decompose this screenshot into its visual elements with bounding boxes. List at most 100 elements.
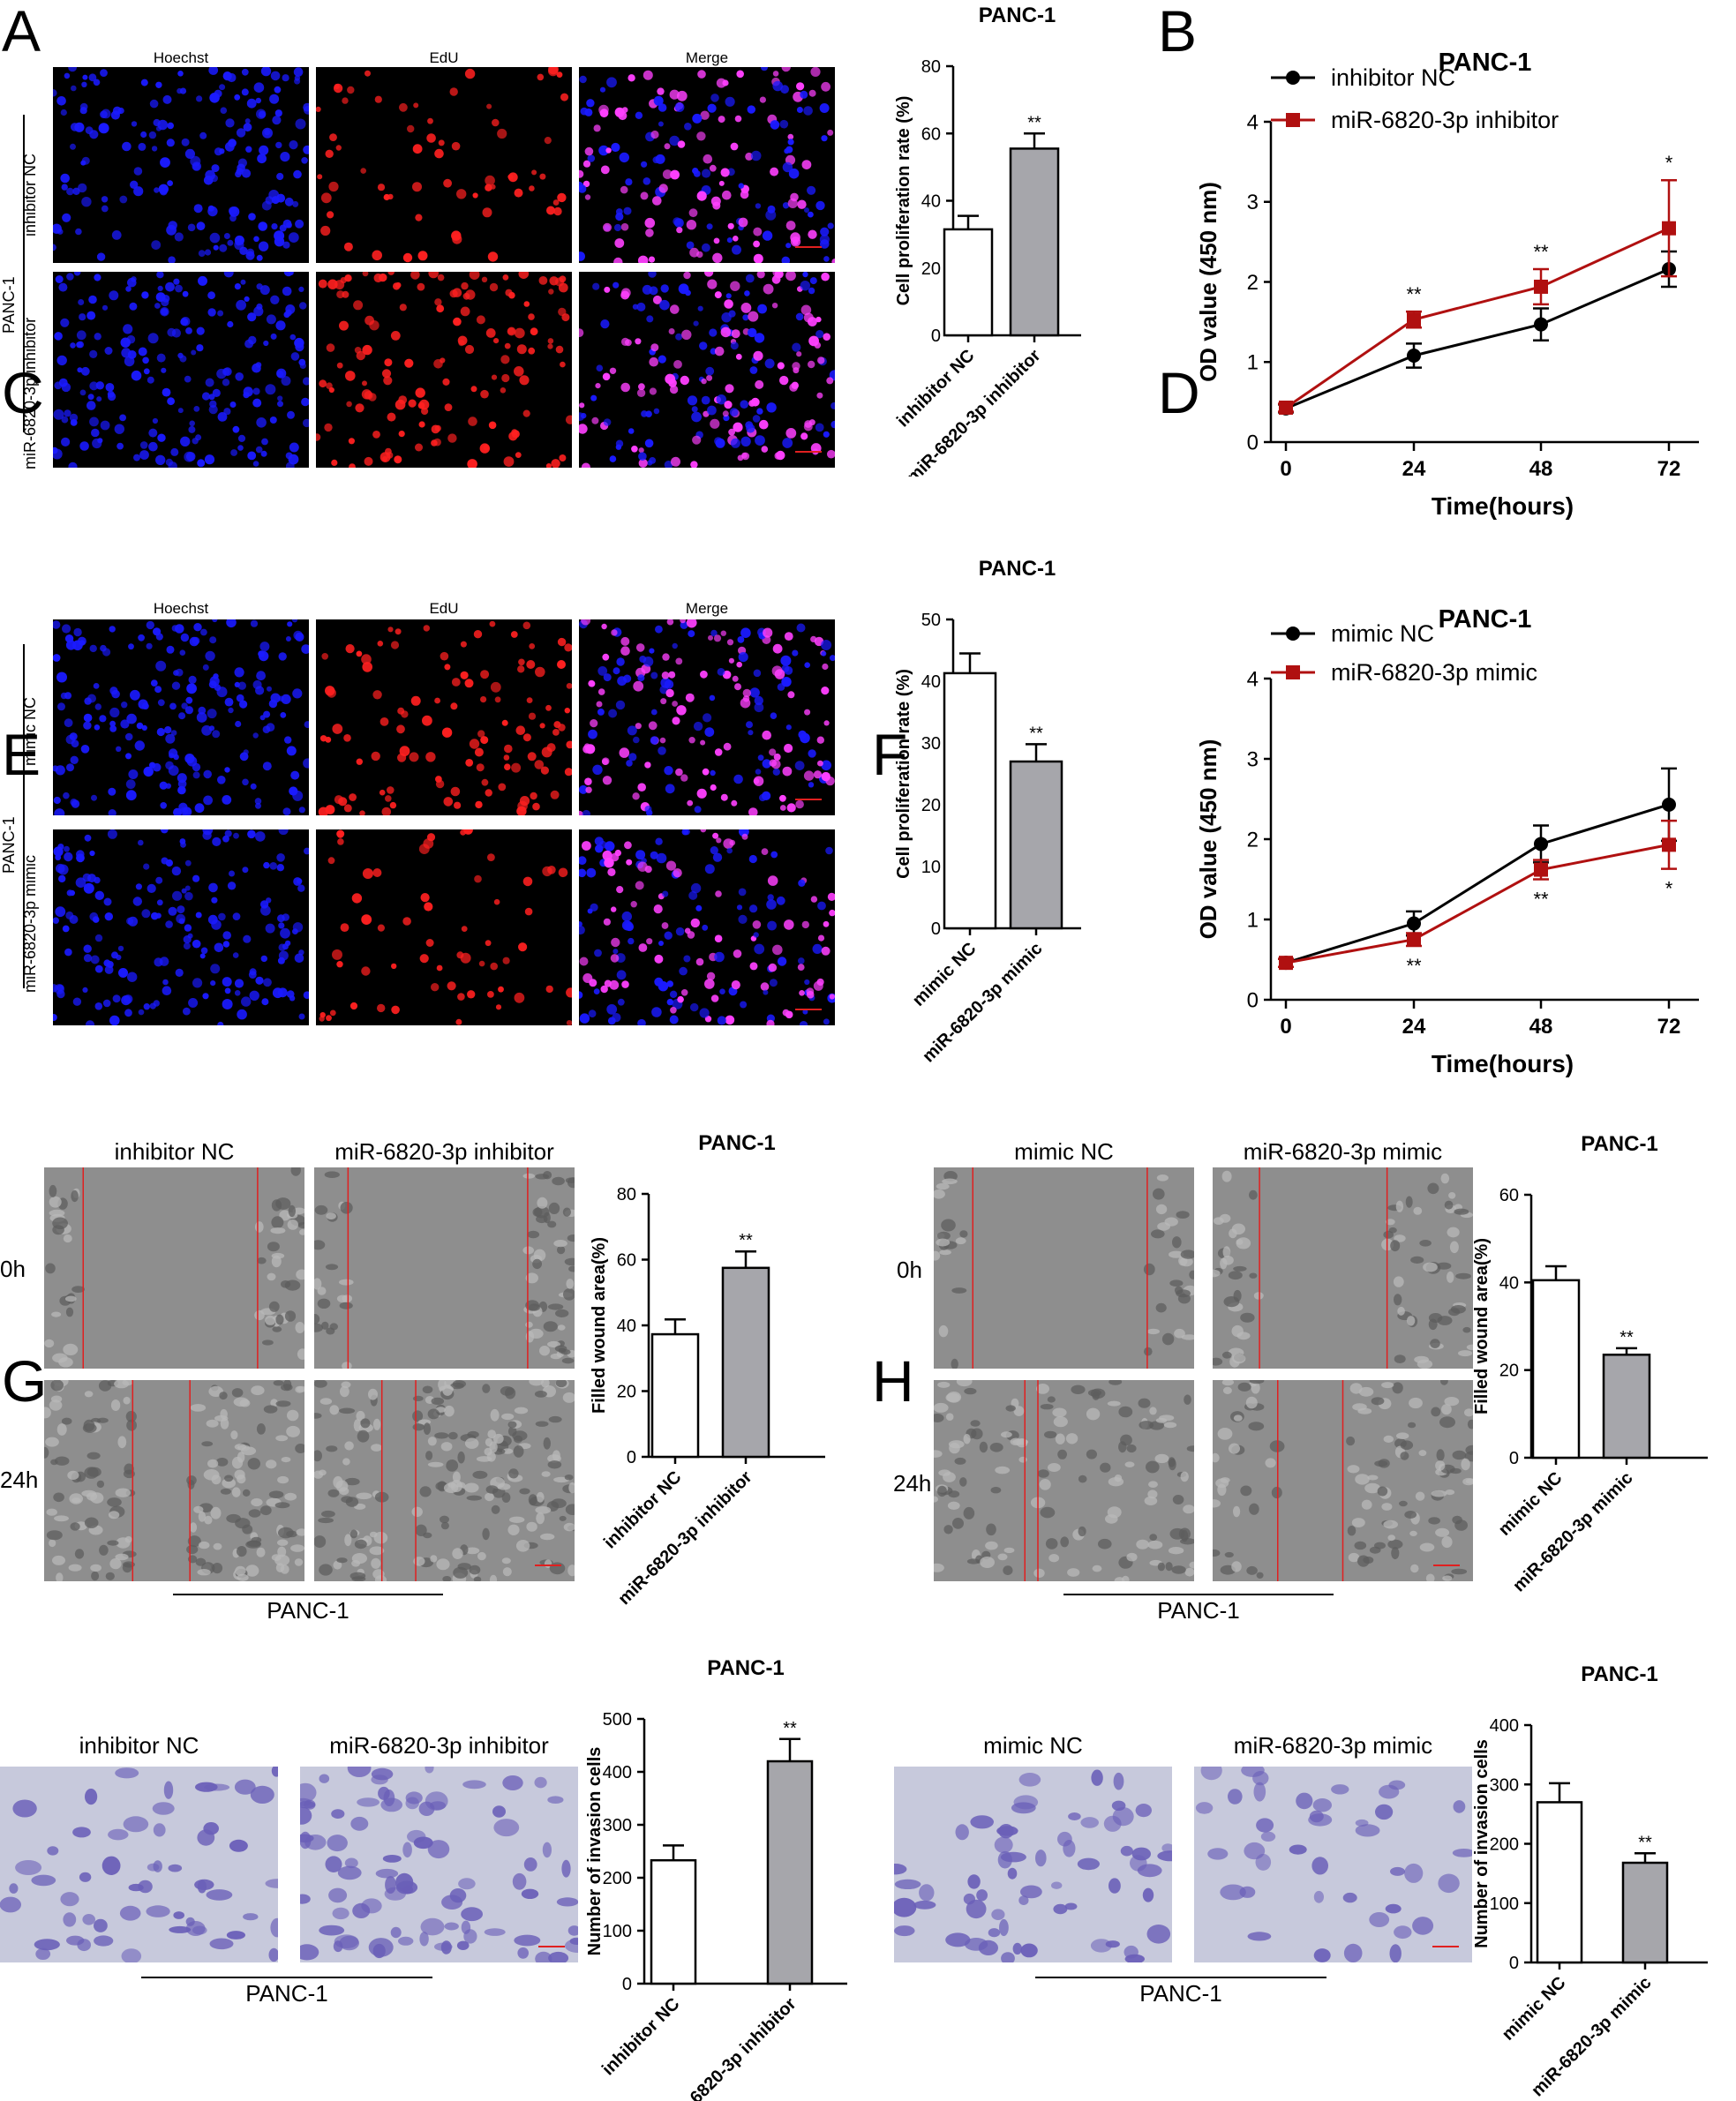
cell-nucleus bbox=[83, 954, 93, 963]
y-axis-label: Number of invasion cells bbox=[1472, 1739, 1492, 1948]
cell-nucleus bbox=[665, 784, 675, 794]
cell bbox=[448, 1431, 458, 1440]
cell-nucleus bbox=[637, 783, 646, 792]
cell-nucleus bbox=[395, 281, 402, 289]
cell-nucleus bbox=[207, 709, 217, 719]
cell-nucleus bbox=[534, 760, 545, 769]
cell-nucleus bbox=[461, 281, 469, 290]
cell bbox=[472, 1470, 488, 1479]
cell-nucleus bbox=[282, 286, 292, 296]
cell-nucleus bbox=[772, 71, 779, 77]
y-tick-label: 80 bbox=[617, 1185, 636, 1204]
cell-nucleus bbox=[282, 241, 290, 249]
cell bbox=[1249, 1380, 1265, 1384]
cell-nucleus bbox=[294, 953, 304, 964]
cell-nucleus bbox=[214, 942, 224, 953]
cell-nucleus bbox=[441, 727, 453, 738]
y-tick-label: 40 bbox=[1499, 1273, 1519, 1293]
cell bbox=[1378, 1459, 1390, 1468]
cell-nucleus bbox=[603, 918, 611, 926]
cell bbox=[452, 1380, 466, 1388]
cell-nucleus bbox=[821, 640, 832, 650]
y-tick-label: 4 bbox=[1247, 667, 1259, 691]
cell-nucleus bbox=[766, 899, 777, 910]
cell-nucleus bbox=[787, 133, 794, 140]
cell-nucleus bbox=[255, 831, 266, 842]
cell bbox=[1236, 1239, 1244, 1245]
cell-nucleus bbox=[656, 852, 667, 864]
cell-nucleus bbox=[579, 991, 583, 999]
cell-nucleus bbox=[760, 982, 770, 991]
cell-nucleus bbox=[298, 949, 304, 956]
cell-nucleus bbox=[793, 239, 799, 245]
cell bbox=[369, 1546, 385, 1556]
cell-nucleus bbox=[132, 897, 142, 906]
cell-nucleus bbox=[817, 760, 823, 767]
cell-nucleus bbox=[159, 781, 168, 790]
cell-nucleus bbox=[426, 833, 436, 842]
cell-nucleus bbox=[318, 279, 327, 289]
cell bbox=[63, 1234, 72, 1243]
cell-nucleus bbox=[545, 463, 552, 468]
cell-nucleus bbox=[97, 438, 103, 444]
invaded-cell bbox=[413, 1836, 433, 1850]
invaded-cell bbox=[1355, 1824, 1380, 1837]
cell bbox=[564, 1474, 574, 1481]
cell bbox=[284, 1492, 297, 1501]
cell bbox=[1215, 1478, 1229, 1488]
cell-nucleus bbox=[79, 313, 86, 321]
cell bbox=[259, 1505, 272, 1516]
cell-nucleus bbox=[442, 378, 450, 386]
cell-nucleus bbox=[638, 447, 644, 454]
invaded-cell bbox=[152, 1802, 175, 1815]
cell bbox=[353, 1419, 362, 1432]
cell bbox=[464, 1437, 479, 1449]
invaded-cell bbox=[405, 1797, 419, 1810]
significance-marker: * bbox=[1665, 152, 1673, 174]
cell-nucleus bbox=[191, 349, 197, 356]
cell bbox=[963, 1506, 975, 1519]
cell bbox=[514, 1407, 529, 1414]
cell-nucleus bbox=[659, 299, 670, 311]
cell bbox=[314, 1450, 322, 1462]
group-label-panc1: PANC-1 bbox=[0, 816, 18, 874]
cell bbox=[536, 1512, 545, 1525]
cell-nucleus bbox=[826, 377, 834, 385]
cell-nucleus bbox=[660, 698, 667, 705]
cell-nucleus bbox=[266, 314, 276, 325]
invaded-cell bbox=[1296, 1792, 1313, 1810]
cell bbox=[242, 1524, 253, 1534]
cell-nucleus bbox=[443, 178, 452, 188]
cell bbox=[1169, 1250, 1184, 1258]
cell-nucleus bbox=[598, 104, 609, 116]
cell-nucleus bbox=[658, 184, 668, 193]
cell-nucleus bbox=[792, 342, 801, 352]
cell-nucleus bbox=[119, 195, 128, 204]
cell-nucleus bbox=[182, 290, 189, 297]
invaded-cell bbox=[548, 1951, 569, 1962]
cell-nucleus bbox=[614, 238, 625, 248]
cell-nucleus bbox=[101, 196, 109, 203]
cell-nucleus bbox=[53, 654, 61, 662]
cell-nucleus bbox=[702, 169, 711, 178]
invaded-cell bbox=[514, 1934, 541, 1947]
cell bbox=[1413, 1206, 1423, 1215]
cell-nucleus bbox=[770, 851, 778, 859]
cell bbox=[466, 1495, 482, 1501]
cell-nucleus bbox=[731, 980, 740, 990]
cell bbox=[1176, 1289, 1191, 1298]
cell-nucleus bbox=[61, 184, 68, 191]
cell bbox=[326, 1212, 336, 1219]
cell bbox=[1098, 1538, 1112, 1549]
cell-nucleus bbox=[741, 833, 748, 840]
cell-nucleus bbox=[241, 169, 252, 178]
cell-nucleus bbox=[539, 723, 545, 729]
cell bbox=[951, 1287, 967, 1294]
cell-nucleus bbox=[155, 125, 162, 131]
cell bbox=[419, 1486, 432, 1497]
invaded-cell bbox=[243, 1913, 259, 1921]
invaded-cell bbox=[344, 1857, 358, 1869]
cell-nucleus bbox=[208, 67, 219, 75]
cell-nucleus bbox=[480, 670, 490, 679]
